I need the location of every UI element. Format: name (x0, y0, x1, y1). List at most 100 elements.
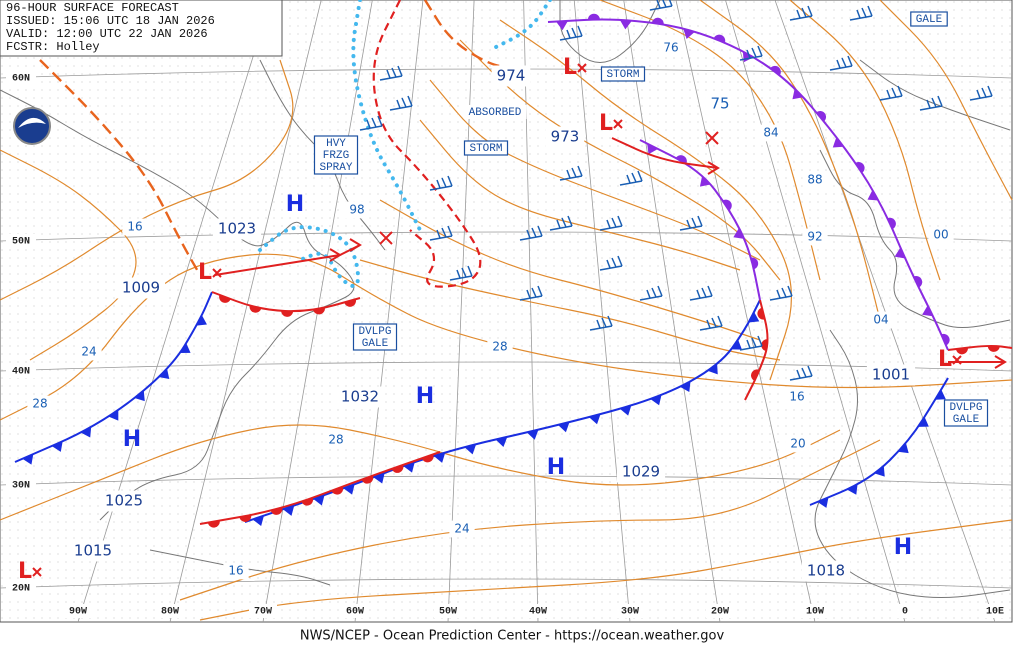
footer-credit: NWS/NCEP - Ocean Prediction Center - htt… (300, 629, 725, 644)
front-semicircle (955, 347, 968, 355)
isobar-label-group: 00 (928, 226, 954, 244)
latitude-line (0, 231, 1013, 242)
isobar-label-group: 75 (705, 93, 735, 115)
isobar-label: 76 (663, 41, 678, 55)
warning-label: GALE (916, 14, 943, 26)
warning-box (910, 11, 948, 27)
longitude-label-box (981, 604, 1009, 618)
isobar-label-box (868, 311, 894, 329)
isobar-label: 16 (127, 220, 142, 234)
longitude-label: 80W (161, 607, 179, 618)
warning-label: STORM (606, 69, 639, 81)
low-pressure-group: 1001 (866, 364, 916, 386)
front-triangle (403, 462, 415, 473)
front-semicircle (270, 507, 283, 515)
header-line: FCSTR: Holley (6, 40, 100, 54)
isobar (179, 439, 881, 601)
warning-label: DVLPG (358, 326, 391, 338)
low-symbol: L (599, 111, 613, 136)
longitude-label-box (524, 604, 552, 618)
longitude-line (77, 0, 271, 623)
trough-line (39, 59, 202, 276)
front-triangle (832, 137, 844, 148)
isobar-label-group: 20 (785, 435, 811, 453)
low-pressure-box (491, 65, 531, 87)
low-pressure-box (866, 364, 916, 386)
noaa-logo (13, 107, 51, 145)
isobar-label: 16 (228, 564, 243, 578)
low-pressure-group: 974 (491, 65, 531, 87)
ice-edge (258, 225, 360, 288)
isobar-label-box (449, 520, 475, 538)
warning-box (463, 140, 509, 156)
low-symbol: L (938, 347, 952, 372)
map-frame (0, 0, 1013, 623)
front-triangle (252, 515, 264, 527)
isobar-label: 92 (807, 230, 822, 244)
wind-barb (789, 5, 813, 21)
front-semicircle (855, 162, 865, 173)
low-pressure-group: 973 (545, 126, 585, 148)
front-triangle (282, 505, 295, 516)
isobar-label-group: 84 (758, 124, 784, 142)
latitude-label: 20N (12, 584, 30, 595)
front-triangle (22, 454, 34, 465)
front-triangle (158, 368, 170, 380)
coastline (814, 329, 1011, 598)
front-triangle (588, 414, 601, 425)
front-semicircle (750, 257, 759, 270)
low-pressure: 973 (551, 128, 580, 146)
high-pressure: 1018 (807, 562, 845, 580)
wind-barb (969, 85, 993, 101)
isobar-label: 04 (873, 313, 888, 327)
low-pressure: 1015 (74, 542, 112, 560)
freezing-spray-boundary (372, 0, 482, 288)
wind-barb (649, 0, 673, 11)
isobar-label-group: 28 (487, 338, 513, 356)
header-line: ISSUED: 15:06 UTC 18 JAN 2026 (6, 14, 215, 28)
front-semicircle (722, 199, 732, 211)
longitude-label: 20W (711, 607, 729, 618)
low-pressure-box (545, 126, 585, 148)
front-semicircle (941, 333, 950, 346)
warning-box (313, 135, 359, 175)
longitude-line (523, 0, 539, 623)
high-pressure-box (212, 218, 262, 240)
front-semicircle (713, 34, 726, 43)
isobar-label-group: 16 (122, 218, 148, 236)
storm-track (611, 137, 719, 169)
isobar (699, 0, 881, 321)
front-triangle (897, 442, 909, 454)
high-pressure: 1025 (105, 492, 143, 510)
front-semicircle (249, 305, 262, 313)
wind-barb (619, 170, 643, 186)
low-pressure: 974 (497, 67, 526, 85)
isobar (0, 149, 137, 361)
isobar-label-group: 24 (76, 343, 102, 361)
occluded-front (639, 139, 761, 301)
isobar-label-group: 16 (784, 388, 810, 406)
longitude-label: 0 (902, 607, 908, 618)
isobar-label-box (344, 201, 370, 219)
low-pressure-group: 1015 (68, 540, 118, 562)
wind-barb (589, 315, 613, 331)
coastline (819, 149, 1011, 328)
longitude-line (169, 0, 322, 623)
latitude-label-box (6, 71, 36, 85)
longitude-label: 10W (806, 607, 824, 618)
longitude-label: 30W (621, 607, 639, 618)
longitude-label: 70W (254, 607, 272, 618)
warning-label: STORM (469, 143, 502, 155)
front-triangle (922, 305, 933, 317)
warning-label: DVLPG (949, 402, 982, 414)
isobar-label-group: 92 (802, 228, 828, 246)
longitude-label-box (616, 604, 644, 618)
front-semicircle (587, 13, 600, 20)
isobar-label-box (27, 395, 53, 413)
latitude-label-box (6, 478, 36, 492)
wind-barb (789, 365, 813, 381)
isobar (499, 19, 792, 381)
high-pressure: 1023 (218, 220, 256, 238)
